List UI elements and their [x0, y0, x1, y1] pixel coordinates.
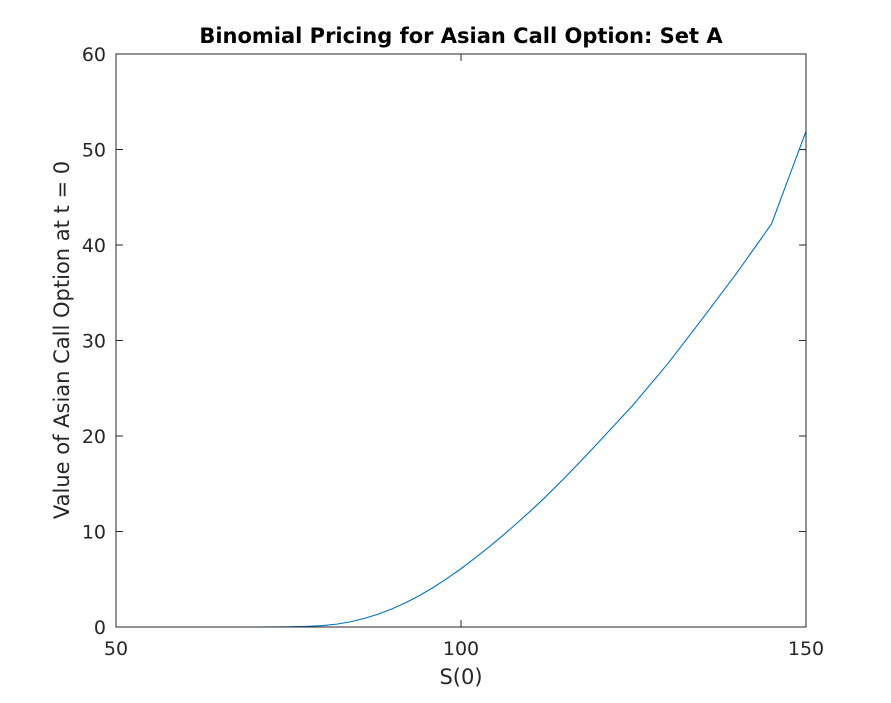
y-axis-ticks: 0 10 20 30 40 50 60 [82, 44, 806, 639]
x-tick-label: 150 [788, 638, 824, 660]
x-tick-label: 50 [104, 638, 128, 660]
chart-title: Binomial Pricing for Asian Call Option: … [199, 24, 723, 48]
plot-frame [115, 53, 807, 628]
y-axis-label: Value of Asian Call Option at t = 0 [50, 161, 74, 519]
y-tick-label: 60 [82, 44, 106, 66]
y-tick-label: 50 [82, 140, 106, 162]
x-axis-label: S(0) [439, 665, 482, 689]
x-tick-label: 100 [443, 638, 479, 660]
y-tick-label: 10 [82, 522, 106, 544]
y-tick-label: 40 [82, 235, 106, 257]
y-tick-label: 20 [82, 426, 106, 448]
y-tick-label: 30 [82, 331, 106, 353]
series-line [116, 131, 807, 628]
x-axis-ticks: 50 100 150 [104, 54, 824, 660]
y-tick-label: 0 [94, 617, 106, 639]
